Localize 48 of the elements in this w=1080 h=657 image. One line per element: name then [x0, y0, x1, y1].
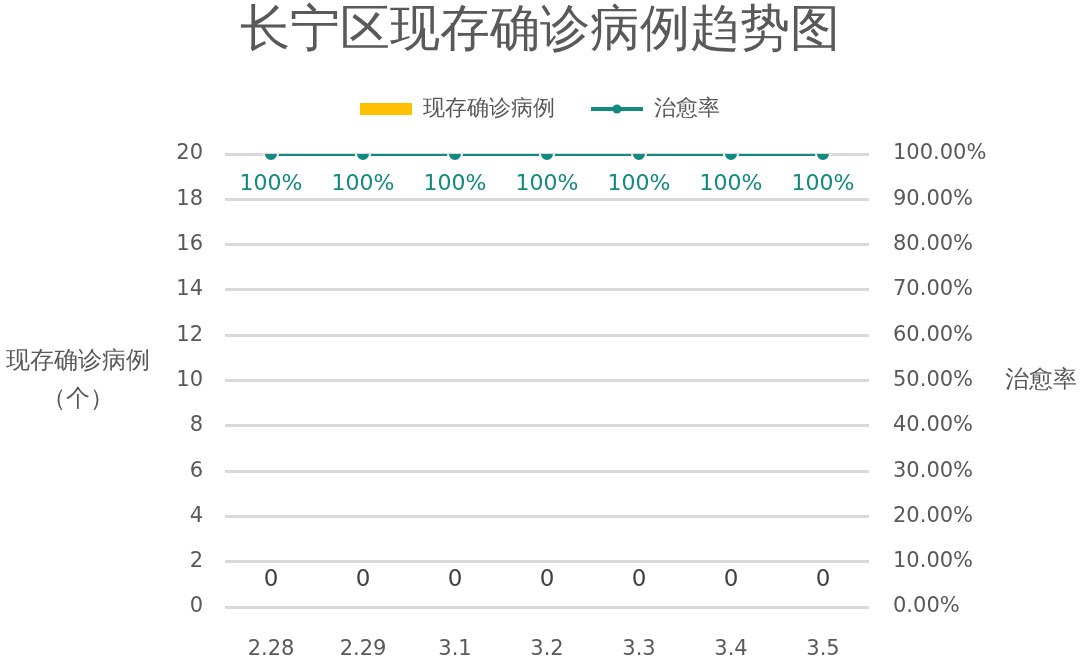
- x-tick-label: 3.1: [438, 636, 472, 657]
- y2-tick-label: 40.00%: [893, 412, 974, 437]
- y2-tick-label: 100.00%: [893, 140, 987, 165]
- data-label: 0: [815, 564, 831, 591]
- y2-axis-title: 治愈率: [1005, 364, 1077, 393]
- y2-tick-label: 90.00%: [893, 185, 974, 210]
- data-label: 100%: [423, 169, 487, 195]
- data-label: 100%: [331, 169, 395, 195]
- data-label: 0: [355, 564, 371, 591]
- y-tick-label: 18: [176, 185, 203, 210]
- x-tick-label: 3.4: [714, 636, 748, 657]
- chart-title: 长宁区现存确诊病例趋势图: [240, 0, 840, 57]
- data-label: 0: [447, 564, 463, 591]
- y-tick-label: 8: [189, 412, 203, 437]
- legend-label: 治愈率: [654, 94, 720, 120]
- y2-tick-label: 0.00%: [893, 593, 960, 618]
- y-tick-label: 2: [189, 548, 203, 573]
- y-tick-label: 6: [189, 457, 203, 482]
- data-label: 0: [631, 564, 647, 591]
- y2-tick-label: 70.00%: [893, 276, 974, 301]
- legend-label: 现存确诊病例: [423, 94, 555, 120]
- y2-tick-label: 50.00%: [893, 366, 974, 391]
- x-tick-label: 3.5: [806, 636, 840, 657]
- data-label: 0: [539, 564, 555, 591]
- y2-tick-label: 20.00%: [893, 502, 974, 527]
- data-label: 100%: [791, 169, 855, 195]
- data-label: 100%: [239, 169, 303, 195]
- y-tick-label: 10: [176, 366, 203, 391]
- data-label: 0: [263, 564, 279, 591]
- y-tick-label: 14: [176, 276, 203, 301]
- data-label: 0: [723, 564, 739, 591]
- y2-tick-label: 30.00%: [893, 457, 974, 482]
- y-axis-title: 现存确诊病例（个）: [5, 345, 150, 412]
- y-tick-label: 16: [176, 231, 203, 256]
- data-label: 100%: [607, 169, 671, 195]
- x-tick-label: 3.3: [622, 636, 656, 657]
- x-tick-label: 2.28: [247, 636, 295, 657]
- data-label: 100%: [515, 169, 579, 195]
- data-label: 100%: [699, 169, 763, 195]
- y-tick-label: 20: [176, 140, 203, 165]
- y-tick-label: 12: [176, 321, 203, 346]
- x-tick-label: 2.29: [339, 636, 387, 657]
- y-tick-label: 0: [189, 593, 203, 618]
- y2-tick-label: 10.00%: [893, 548, 974, 573]
- y2-tick-label: 60.00%: [893, 321, 974, 346]
- y2-tick-label: 80.00%: [893, 231, 974, 256]
- x-tick-label: 3.2: [530, 636, 564, 657]
- y-tick-label: 4: [189, 502, 203, 527]
